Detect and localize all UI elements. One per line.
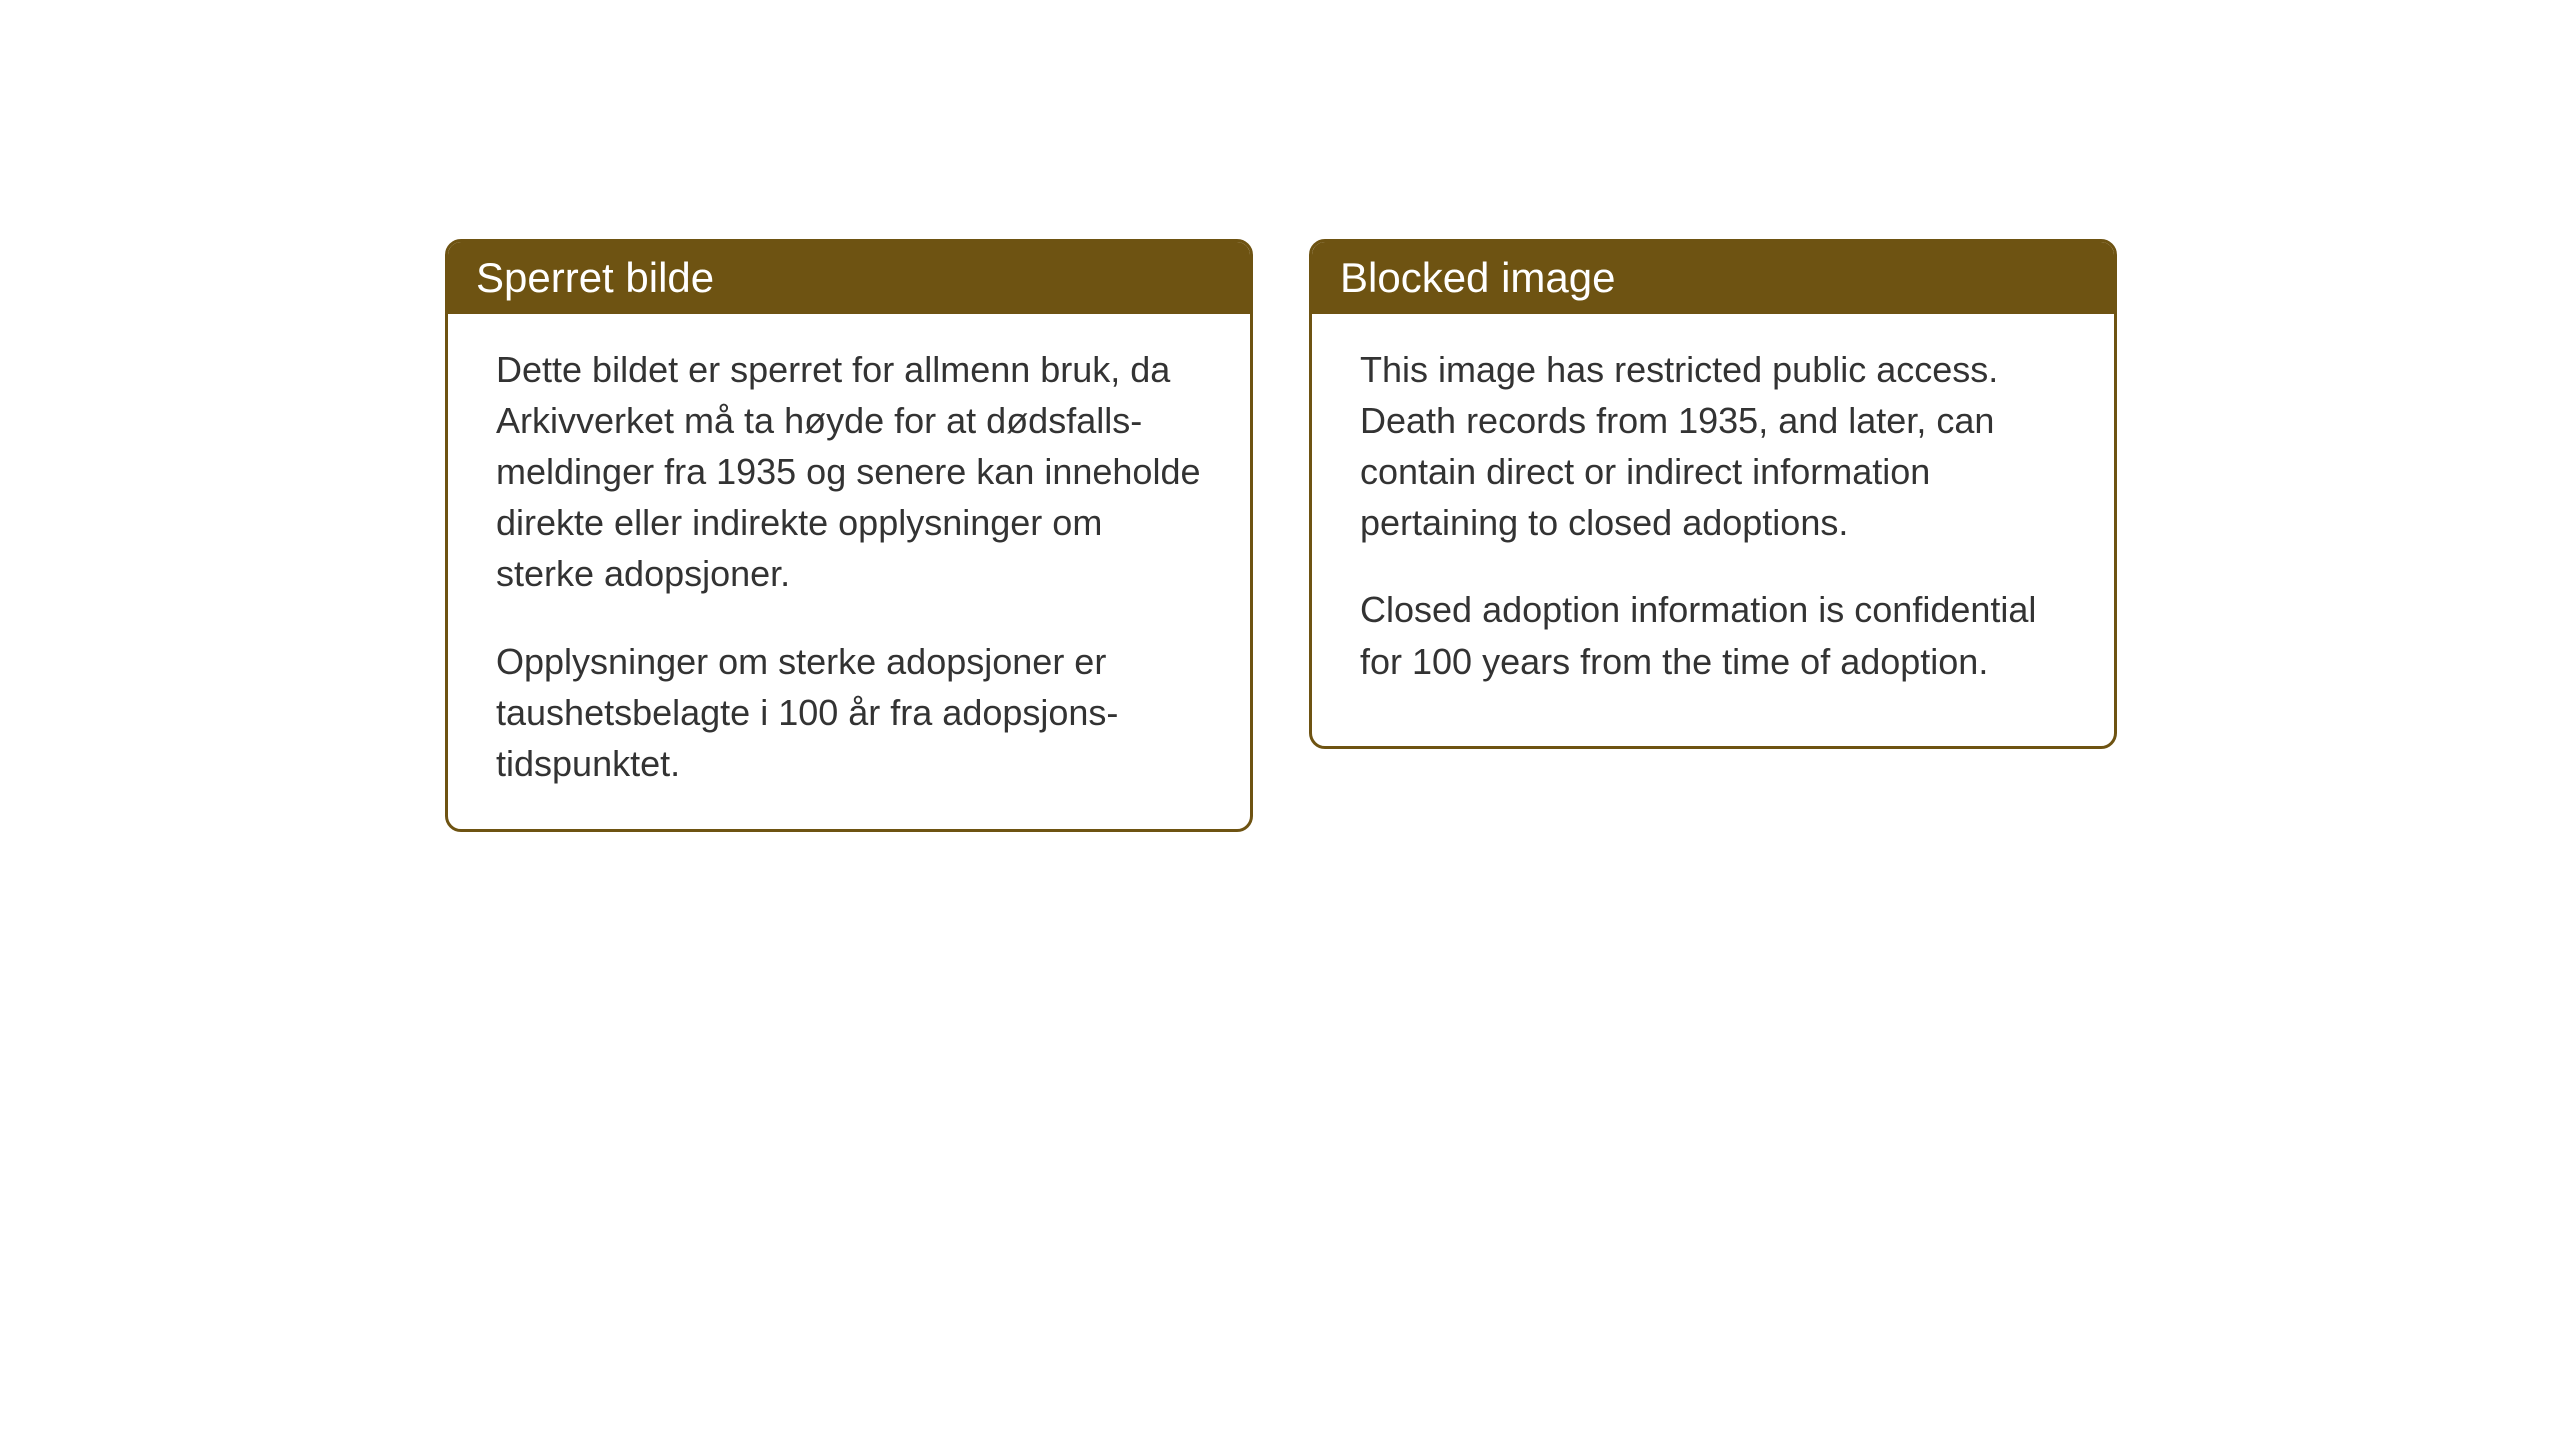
card-paragraph-1-norwegian: Dette bildet er sperret for allmenn bruk…: [496, 344, 1202, 600]
notice-cards-container: Sperret bilde Dette bildet er sperret fo…: [445, 239, 2117, 832]
notice-card-english: Blocked image This image has restricted …: [1309, 239, 2117, 749]
card-paragraph-2-norwegian: Opplysninger om sterke adopsjoner er tau…: [496, 636, 1202, 789]
notice-card-norwegian: Sperret bilde Dette bildet er sperret fo…: [445, 239, 1253, 832]
card-header-english: Blocked image: [1312, 242, 2114, 314]
card-body-norwegian: Dette bildet er sperret for allmenn bruk…: [448, 314, 1250, 829]
card-header-norwegian: Sperret bilde: [448, 242, 1250, 314]
card-paragraph-2-english: Closed adoption information is confident…: [1360, 584, 2066, 686]
card-body-english: This image has restricted public access.…: [1312, 314, 2114, 727]
card-title-english: Blocked image: [1340, 254, 1615, 301]
card-title-norwegian: Sperret bilde: [476, 254, 714, 301]
card-paragraph-1-english: This image has restricted public access.…: [1360, 344, 2066, 548]
